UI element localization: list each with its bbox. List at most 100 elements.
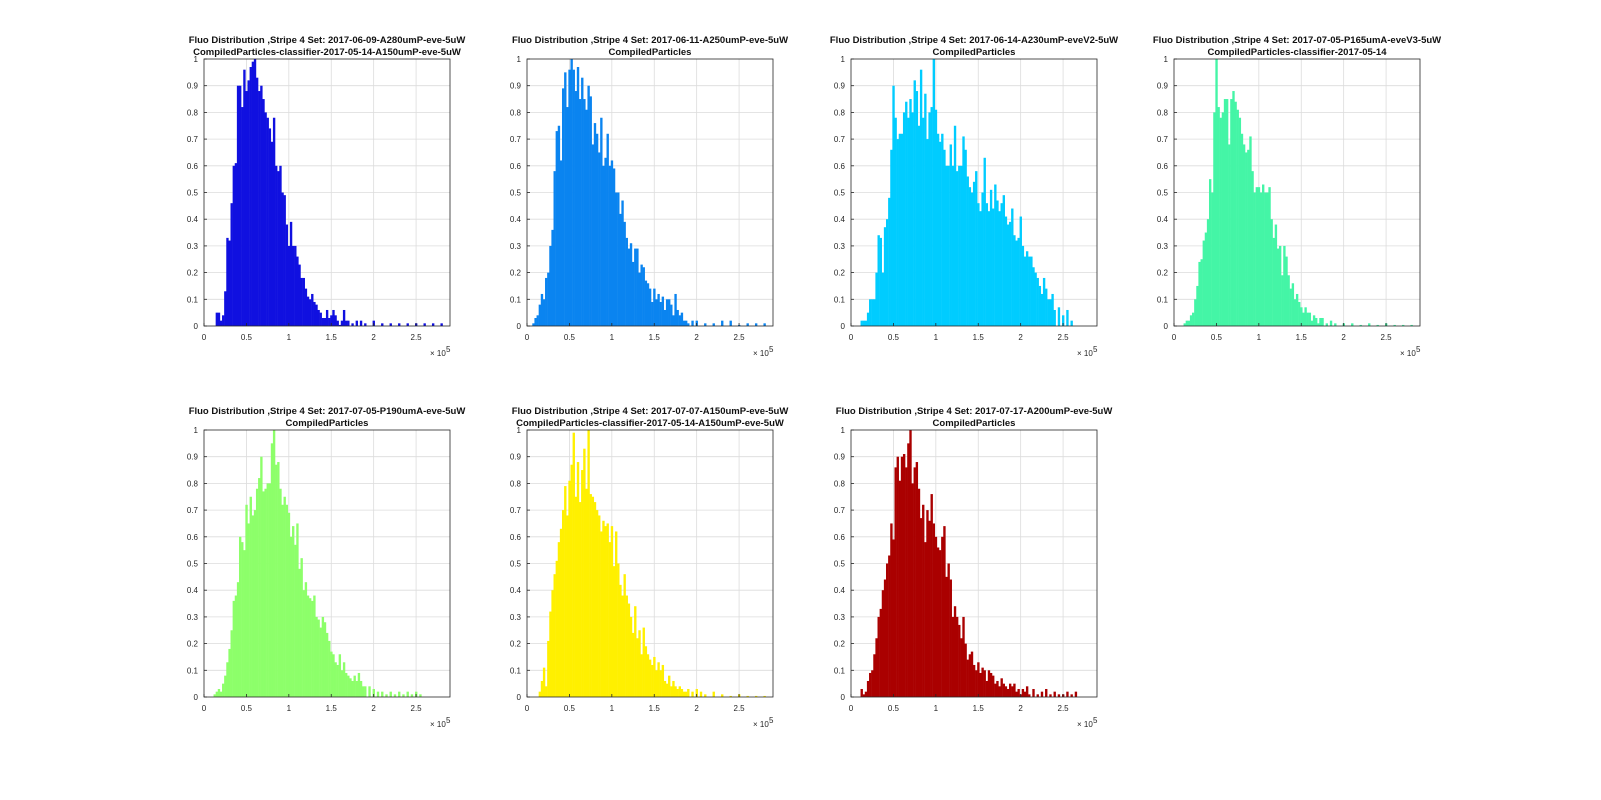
histogram-bar <box>1062 315 1065 326</box>
histogram-bar <box>871 670 874 697</box>
histogram-bar <box>625 595 628 697</box>
x-tick-label: 2.5 <box>411 704 423 713</box>
histogram-bar <box>896 139 899 326</box>
x-tick-label: 1.5 <box>649 333 661 342</box>
histogram-bar <box>287 512 291 697</box>
histogram-bar <box>943 526 946 697</box>
x-tick-label: 2 <box>371 333 376 342</box>
histogram-bar <box>604 157 607 326</box>
histogram-bar <box>1028 694 1031 697</box>
histogram-bar <box>651 664 654 697</box>
histogram-bar <box>249 496 252 697</box>
x-tick-label: 0 <box>525 704 530 713</box>
histogram-bar <box>691 320 694 326</box>
histogram-bar <box>860 320 863 326</box>
histogram-bar <box>570 59 573 326</box>
histogram-bar <box>1255 187 1259 326</box>
histogram-bar <box>325 309 329 326</box>
histogram-bar <box>1008 221 1012 326</box>
histogram-bar <box>1215 59 1218 326</box>
histogram-bar <box>300 277 303 326</box>
histogram-bar <box>1410 324 1413 326</box>
histogram-bar <box>955 616 959 697</box>
histogram-bar <box>623 574 626 697</box>
histogram-bar <box>953 606 957 697</box>
y-tick-label: 0.7 <box>834 135 846 144</box>
histogram-bar <box>224 291 227 326</box>
histogram-bar <box>979 672 982 697</box>
histogram-bar <box>281 504 284 697</box>
histogram-bar <box>610 526 614 697</box>
y-tick-label: 1 <box>517 426 522 435</box>
histogram-bar <box>222 683 225 697</box>
histogram-bar <box>1259 192 1263 326</box>
histogram-bar <box>958 624 961 697</box>
histogram-bar <box>234 163 238 326</box>
histogram-bar <box>975 670 978 697</box>
y-tick-label: 0.9 <box>187 453 199 462</box>
histogram-bar <box>551 590 554 697</box>
histogram-bar <box>1293 299 1297 326</box>
x-tick-label: 2 <box>1341 333 1346 342</box>
histogram-bar <box>323 622 327 697</box>
histogram-bar <box>873 654 876 697</box>
histogram-bar <box>315 304 318 326</box>
histogram-bar <box>898 480 902 697</box>
histogram-bar <box>306 595 310 697</box>
histogram-bar <box>864 691 868 697</box>
histogram-bar <box>1300 307 1303 326</box>
histogram-bar <box>347 320 350 326</box>
y-tick-label: 0.3 <box>510 613 522 622</box>
histogram-bar <box>892 85 895 326</box>
y-tick-label: 0.2 <box>510 640 522 649</box>
histogram-bar <box>619 213 622 326</box>
histogram-bar <box>964 643 967 697</box>
histogram-bar <box>629 243 633 326</box>
x-tick-label: 0.5 <box>888 704 900 713</box>
histogram-bar <box>351 323 354 326</box>
histogram-bar <box>911 483 914 697</box>
histogram-bar <box>655 670 658 697</box>
histogram-bar <box>1030 256 1033 326</box>
histogram-bar <box>547 272 550 326</box>
x-exponent-power: 5 <box>769 345 774 354</box>
histogram-bar <box>576 462 580 697</box>
histogram-bar <box>943 149 946 326</box>
histogram-bar <box>270 141 274 326</box>
x-tick-label: 0 <box>202 333 207 342</box>
histogram-bar <box>934 109 938 326</box>
histogram-bar <box>355 680 358 697</box>
histogram-bar <box>729 320 732 326</box>
histogram-bar <box>949 579 952 697</box>
y-tick-label: 0.2 <box>187 640 199 649</box>
histogram-bar <box>321 317 325 326</box>
histogram-bar <box>334 315 337 326</box>
histogram-bar <box>729 695 732 697</box>
histogram-bar <box>330 651 333 697</box>
histogram-bar <box>228 240 231 326</box>
histogram-bar <box>328 640 331 697</box>
histogram-bar <box>1008 683 1012 697</box>
x-tick-label: 0.5 <box>888 333 900 342</box>
histogram-bar <box>885 219 889 326</box>
histogram-bar <box>917 125 921 326</box>
histogram-bar <box>262 491 265 697</box>
chart-title-line2: CompiledParticles <box>933 47 1016 58</box>
histogram-bar <box>860 688 863 697</box>
histogram-bar <box>962 136 965 326</box>
histogram-bar <box>241 107 244 326</box>
histogram-bar <box>877 235 880 326</box>
y-tick-label: 0.7 <box>510 135 522 144</box>
histogram-bar <box>905 467 908 697</box>
histogram-bar <box>905 101 908 326</box>
histogram-bar <box>721 694 724 697</box>
histogram-bar <box>258 91 261 326</box>
histogram-bar <box>648 659 652 697</box>
histogram-bar <box>941 536 944 697</box>
chart-title-line2: CompiledParticles-classifier-2017-05-14 <box>1207 47 1387 58</box>
histogram-bar <box>602 520 605 697</box>
histogram-bar <box>268 483 272 697</box>
histogram-bar <box>939 550 942 697</box>
y-tick-label: 0.3 <box>834 242 846 251</box>
histogram-bar <box>332 309 335 326</box>
